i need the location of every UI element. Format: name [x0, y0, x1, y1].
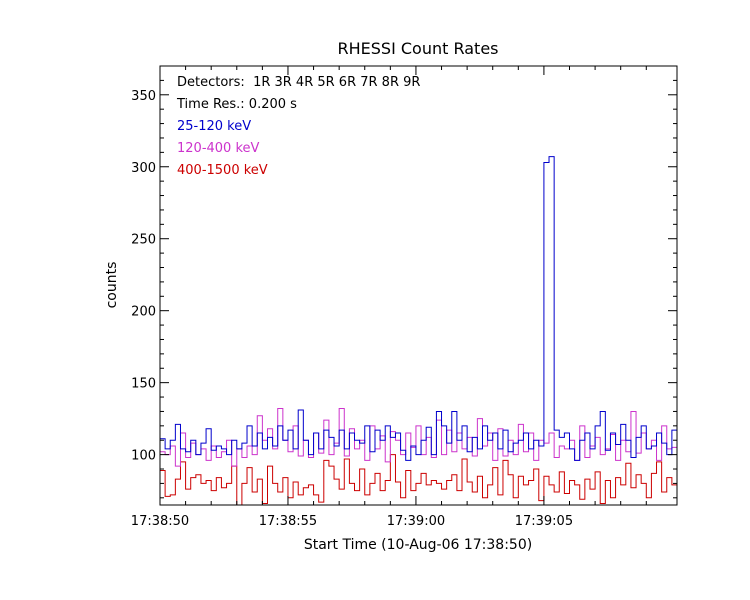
y-tick-label: 350: [131, 89, 156, 104]
series-line: [160, 454, 677, 505]
legend-entry: 400-1500 keV: [177, 163, 268, 178]
x-tick-label: 17:39:00: [387, 514, 445, 529]
y-tick-label: 150: [131, 377, 156, 392]
y-tick-label: 100: [131, 449, 156, 464]
y-axis: 100 150 200 250 300 350: [131, 79, 677, 499]
x-tick-label: 17:38:55: [259, 514, 317, 529]
x-tick-label: 17:39:05: [515, 514, 573, 529]
legend: 25-120 keV 120-400 keV 400-1500 keV: [177, 119, 268, 178]
x-axis-title: Start Time (10-Aug-06 17:38:50): [304, 537, 532, 553]
y-axis-title: counts: [104, 262, 120, 309]
y-tick-label: 200: [131, 305, 156, 320]
series-line: [160, 156, 677, 461]
y-tick-label: 300: [131, 161, 156, 176]
y-tick-label: 250: [131, 233, 156, 248]
legend-entry: 25-120 keV: [177, 119, 251, 134]
chart-title: RHESSI Count Rates: [338, 39, 499, 58]
annotation-time-resolution: Time Res.: 0.200 s: [176, 97, 297, 112]
plot-frame: [159, 65, 678, 506]
annotation-detectors: Detectors: 1R 3R 4R 5R 6R 7R 8R 9R: [177, 75, 420, 90]
x-axis: 17:38:50 17:38:55 17:39:00 17:39:05: [131, 66, 647, 529]
legend-entry: 120-400 keV: [177, 141, 260, 156]
x-tick-label: 17:38:50: [131, 514, 189, 529]
annotation-block: Detectors: 1R 3R 4R 5R 6R 7R 8R 9R Time …: [176, 75, 420, 178]
series-layer: [160, 156, 677, 505]
